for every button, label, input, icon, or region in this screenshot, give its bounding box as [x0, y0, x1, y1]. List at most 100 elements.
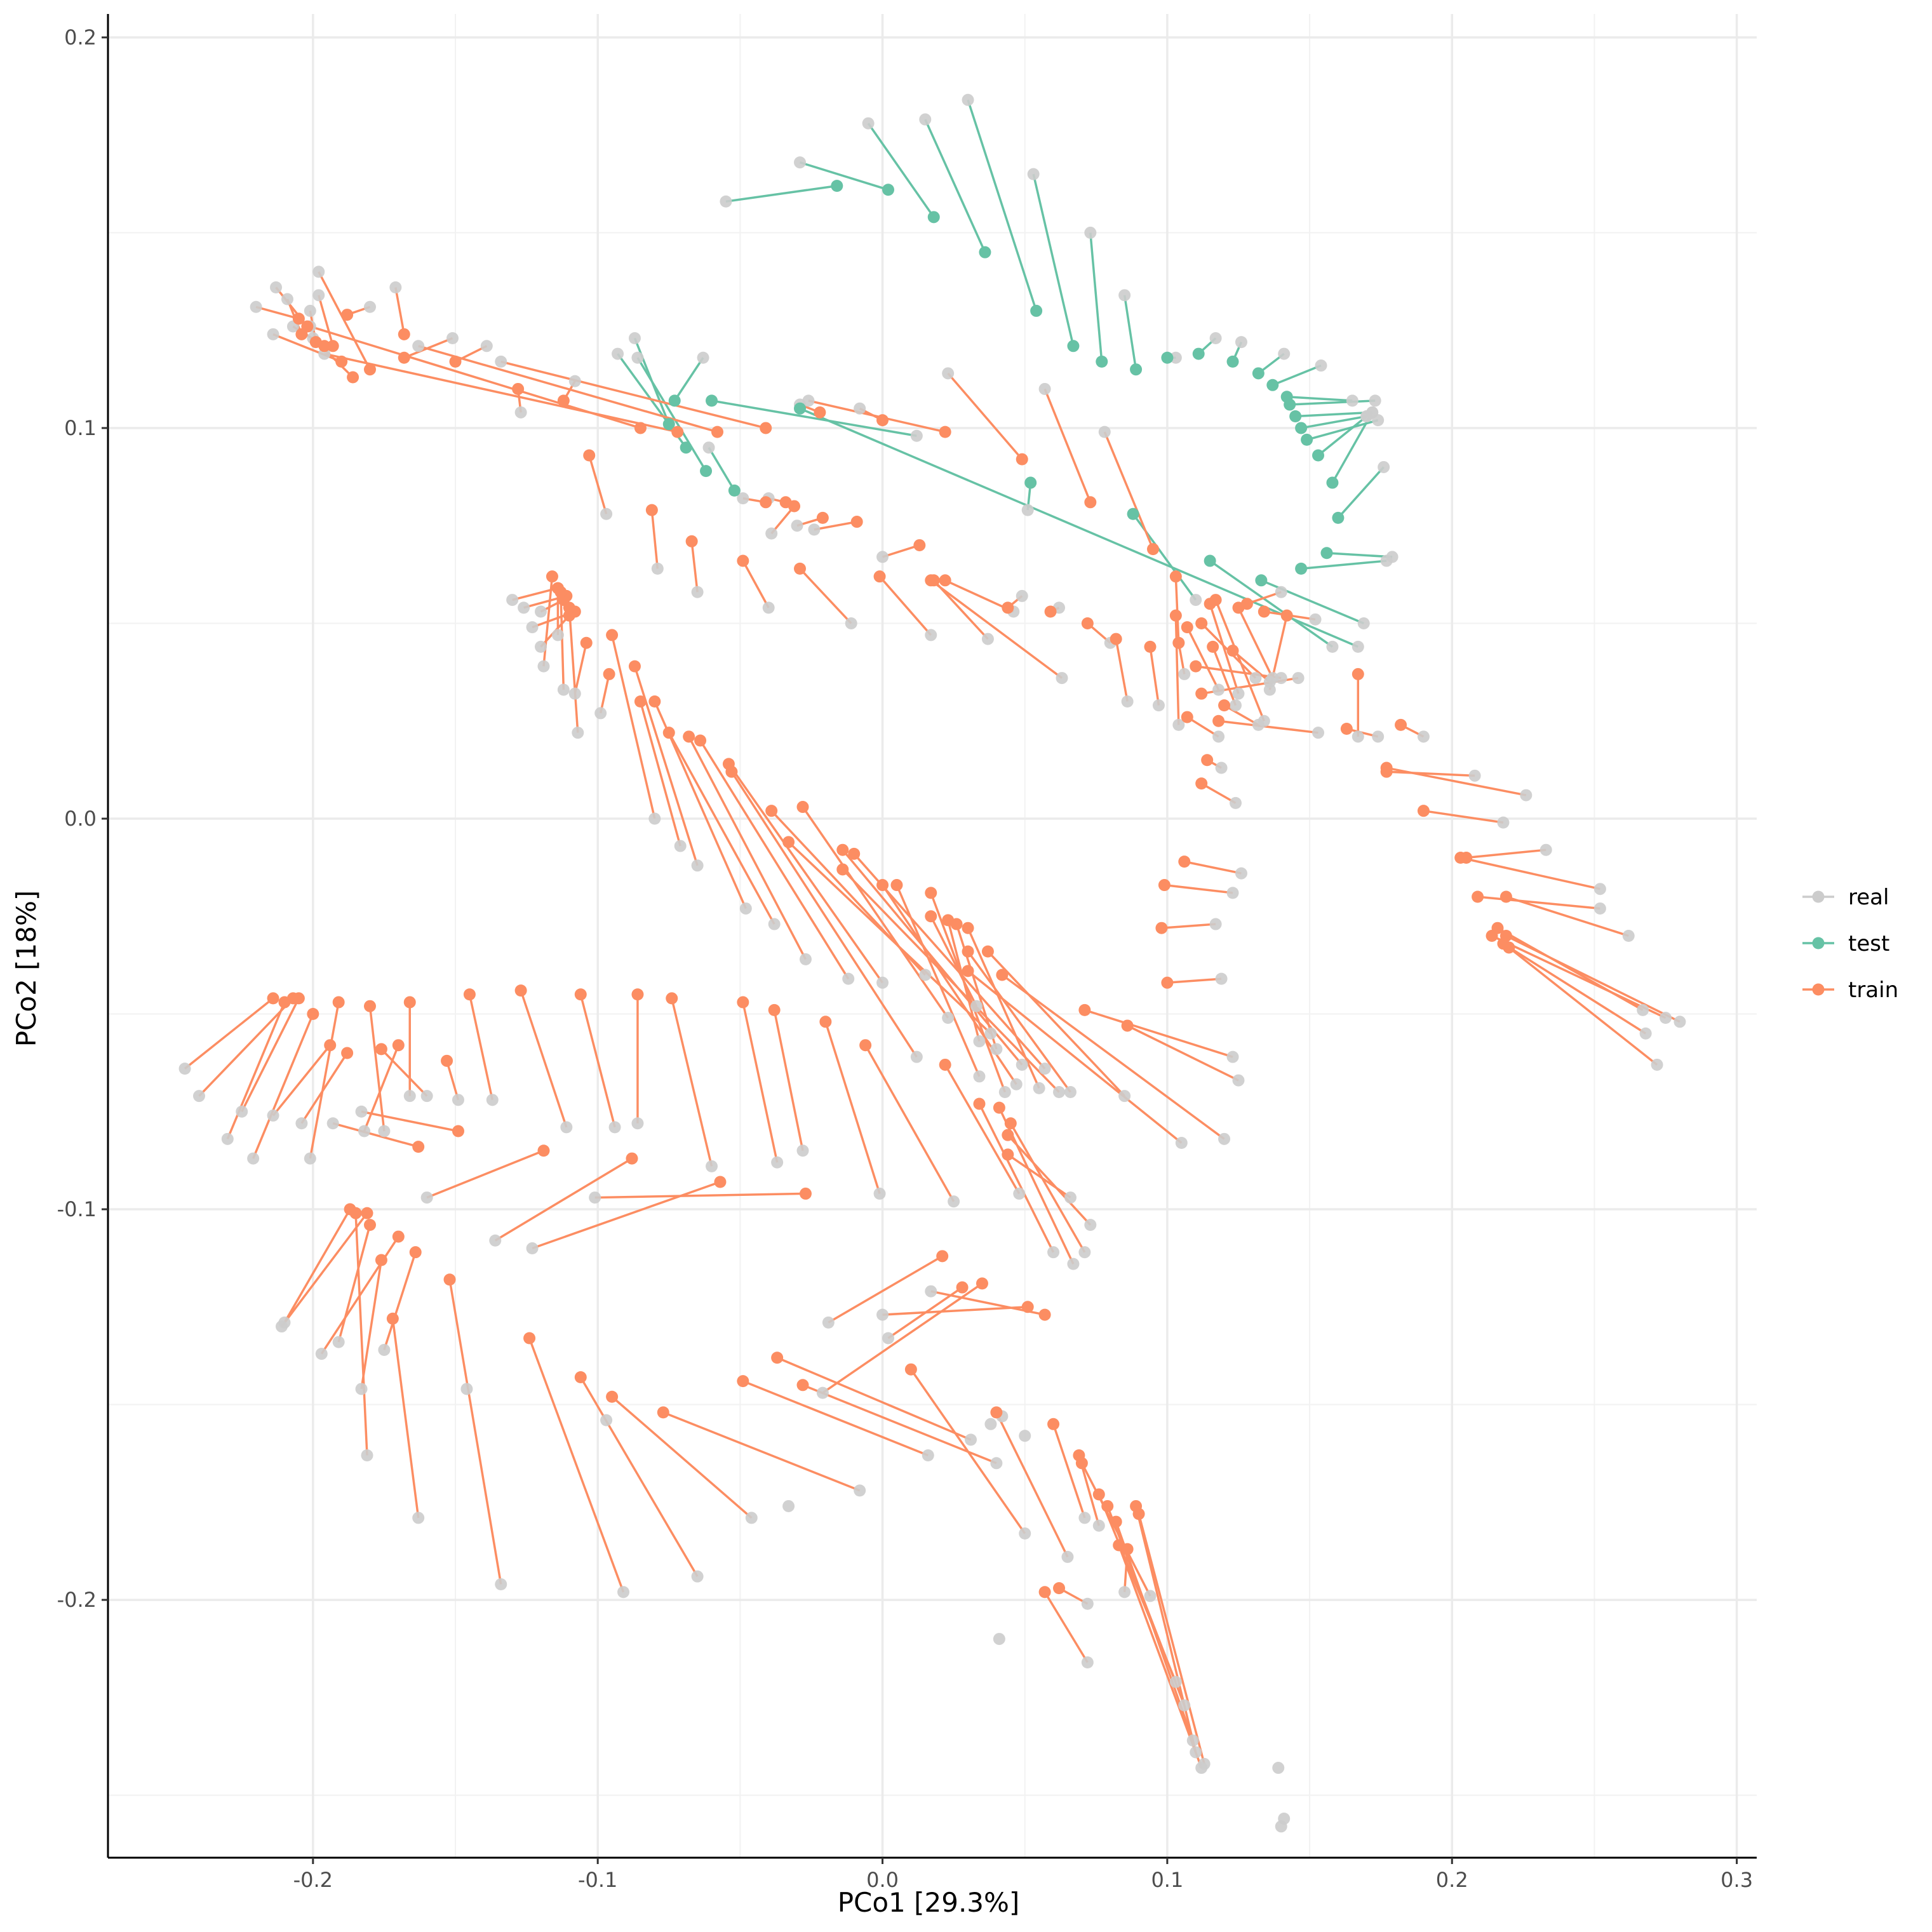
train-point [1044, 605, 1057, 618]
real-point [1346, 394, 1358, 407]
train-link [599, 674, 610, 714]
train-link [1477, 896, 1600, 910]
real-point [674, 840, 687, 852]
train-link [864, 1044, 955, 1202]
train-point [1181, 621, 1193, 634]
train-link [799, 568, 852, 624]
real-point [1309, 613, 1322, 626]
train-point [711, 426, 723, 438]
train-point [1002, 1129, 1014, 1141]
train-link [967, 951, 1071, 1093]
real-point [518, 601, 530, 614]
train-link [560, 592, 565, 690]
real-point [965, 1433, 977, 1446]
train-point [398, 351, 410, 364]
real-point [628, 332, 641, 344]
real-point [925, 1285, 937, 1298]
legend-label-test: test [1848, 931, 1889, 956]
train-point [814, 406, 826, 419]
real-point [315, 1348, 328, 1360]
real-point [691, 586, 704, 598]
train-point [996, 969, 1009, 981]
train-point [1146, 543, 1159, 556]
real-point [526, 1242, 539, 1255]
train-link [978, 1103, 1055, 1253]
train-point [956, 1281, 969, 1294]
train-link [742, 560, 770, 608]
real-point [312, 289, 325, 302]
real-point [799, 953, 812, 965]
real-point [420, 1090, 433, 1103]
train-point [1110, 633, 1122, 645]
test-link [1032, 173, 1075, 347]
train-point [1195, 777, 1208, 790]
train-link [1237, 607, 1274, 679]
train-point [796, 1379, 809, 1392]
test-point [1332, 511, 1345, 524]
real-point [537, 660, 550, 673]
data-points [178, 93, 1686, 1833]
real-point [1593, 902, 1606, 915]
train-point [1121, 1543, 1134, 1555]
train-point [634, 422, 647, 434]
train-link [1118, 1545, 1203, 1769]
train-point [1226, 645, 1239, 657]
train-point [939, 1058, 951, 1071]
real-point [1064, 1191, 1077, 1204]
real-point [1118, 1090, 1131, 1103]
train-point [1169, 570, 1182, 583]
train-point [962, 922, 974, 934]
test-point [1312, 449, 1325, 462]
train-point [523, 1332, 536, 1345]
real-point [1152, 699, 1165, 712]
real-point [1021, 504, 1034, 516]
real-point [993, 1633, 1005, 1646]
train-point [694, 734, 707, 747]
real-point [1218, 1132, 1231, 1145]
train-point [1038, 1586, 1051, 1599]
test-link [708, 446, 735, 492]
real-point [192, 1090, 205, 1103]
real-point [403, 1090, 416, 1103]
train-point [375, 1043, 387, 1056]
real-point [572, 727, 584, 739]
train-link [426, 1150, 544, 1199]
train-link [1223, 704, 1259, 726]
train-link [198, 997, 294, 1097]
real-point [378, 1343, 391, 1356]
x-tick-label: 0.3 [1721, 1868, 1753, 1892]
test-point [1320, 547, 1333, 560]
real-point [981, 633, 994, 645]
real-point [1209, 918, 1222, 930]
real-point [412, 1512, 425, 1524]
train-point [683, 730, 695, 743]
train-link [318, 295, 334, 347]
train-link [1115, 638, 1129, 702]
train-link [1103, 431, 1155, 550]
real-point [1019, 1430, 1031, 1442]
train-point [1395, 718, 1407, 731]
real-point [919, 113, 932, 126]
test-link [1123, 295, 1137, 370]
real-point [275, 1320, 288, 1333]
train-link [824, 1021, 881, 1194]
real-point [876, 976, 889, 989]
train-link [690, 541, 699, 593]
train-point [574, 1371, 587, 1383]
train-point [1021, 1301, 1034, 1313]
train-link [1386, 770, 1475, 777]
real-point [737, 492, 749, 505]
y-axis-title: PCo2 [18%] [11, 890, 42, 1047]
train-link [380, 1048, 428, 1097]
train-link [332, 1122, 419, 1148]
train-point [816, 511, 829, 524]
train-point [1454, 851, 1467, 864]
real-point [1053, 1086, 1066, 1099]
train-point [631, 988, 644, 1001]
train-link [878, 575, 932, 636]
real-point [1417, 730, 1430, 743]
legend-key-dot-test [1812, 937, 1825, 949]
train-link [272, 333, 342, 363]
real-point [791, 520, 803, 532]
